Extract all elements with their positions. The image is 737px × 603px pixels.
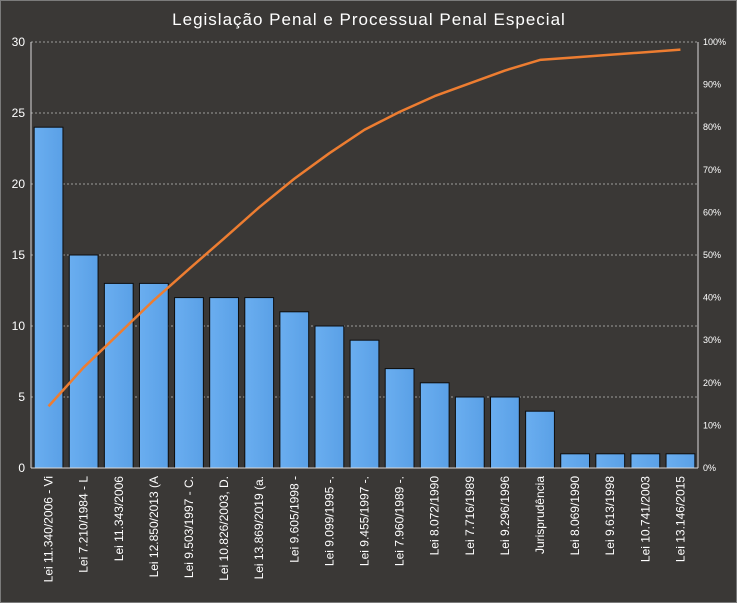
bar [384,368,415,469]
x-tick-label: Lei 8.069/1990 [568,476,582,556]
bar-series [33,126,696,469]
x-tick-label: Lei 12.850/2013 (A [147,476,161,577]
bar [525,410,555,469]
x-tick-label: Lei 10.826/2003, D. [217,476,231,581]
bar [174,297,204,469]
y2-tick-label: 70% [703,165,721,175]
y2-tick-label: 20% [703,378,721,388]
bar [665,453,696,469]
cumulative-line-series [47,48,681,408]
bar [33,126,64,469]
y2-tick-label: 10% [703,420,721,430]
bar [138,282,169,469]
y2-tick-label: 30% [703,335,721,345]
y-tick-label: 5 [18,390,25,404]
y2-tick-label: 100% [703,37,726,47]
bar [419,382,450,469]
y-axis-tick-labels: 0 5 10 15 20 25 30 [12,35,26,475]
x-tick-label: Lei 13.869/2019 (a. [252,476,266,579]
y-tick-label: 0 [18,461,25,475]
x-tick-label: Lei 7.210/1984 - L [77,476,91,573]
bar [209,297,239,469]
x-tick-label: Lei 7.716/1989 [463,476,477,556]
y2-tick-label: 0% [703,463,716,473]
bar [244,297,275,469]
x-tick-label: Lei 8.072/1990 [428,476,442,556]
x-tick-label: Lei 9.613/1998 [603,476,617,556]
y-tick-label: 15 [12,248,26,262]
bar [68,254,99,469]
x-axis-tick-labels: Lei 11.340/2006 - Vi Lei 7.210/1984 - L Le… [42,476,688,583]
chart-title: Legislação Penal e Processual Penal Espe… [172,10,566,29]
x-tick-label: Lei 11.340/2006 - Vi [42,476,56,582]
y2-tick-label: 90% [703,80,721,90]
y2-tick-label: 50% [703,250,721,260]
x-tick-label: Lei 11.343/2006 [112,476,126,562]
bar [630,453,661,469]
y2-tick-label: 80% [703,122,721,132]
x-tick-label: Lei 9.605/1998 - [287,476,301,563]
x-tick-label: Lei 9.099/1995 -. [322,476,336,566]
bar [595,453,626,469]
y2-axis-tick-labels: 0% 10% 20% 30% 40% 50% 60% 70% 80% 90% 100% [703,37,726,473]
y2-tick-label: 40% [703,293,721,303]
x-tick-label: Lei 13.146/2015 [673,476,687,562]
bar [349,339,380,469]
bar [314,325,345,469]
x-tick-label: Lei 7.960/1989 -. [393,476,407,566]
bar [454,396,485,469]
x-tick-label: Lei 9.296/1996 [498,476,512,556]
axes [30,42,699,469]
x-tick-label: Lei 9.503/1997 - C. [182,476,196,578]
bar [279,311,310,469]
y-tick-label: 25 [12,106,26,120]
y-tick-label: 30 [12,35,26,49]
bar [490,396,520,469]
x-tick-label: Lei 10.741/2003 [638,476,652,562]
bar [560,453,591,469]
y2-tick-label: 60% [703,207,721,217]
bar [103,282,134,469]
x-tick-label: Jurisprudência [533,476,547,554]
cumulative-line [47,48,681,408]
y-tick-label: 10 [12,319,26,333]
y-tick-label: 20 [12,177,26,191]
x-tick-label: Lei 9.455/1997 -. [358,476,372,566]
